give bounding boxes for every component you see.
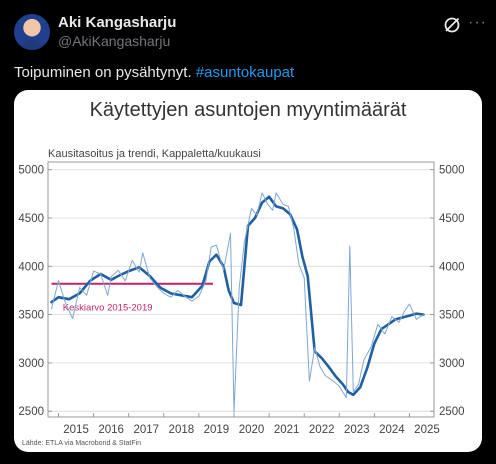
x-tick-label: 2017 [133, 424, 159, 436]
chart: Käytettyjen asuntojen myyntimäärät Kausi… [18, 99, 465, 447]
x-tick-label: 2015 [63, 424, 89, 436]
chart-subtitle: Kausitasoitus ja trendi, Kappaletta/kuuk… [48, 148, 261, 160]
author-handle[interactable]: @AkiKangasharju [58, 33, 171, 49]
more-icon[interactable]: ··· [468, 14, 487, 31]
y-tick-label-left: 2500 [18, 406, 44, 418]
x-tick-label: 2024 [379, 424, 405, 436]
y-tick-label-left: 4500 [18, 213, 44, 225]
x-tick-label: 2022 [309, 424, 335, 436]
y-tick-label-left: 5000 [18, 165, 44, 177]
seasonally-adjusted-series-line [51, 192, 424, 413]
x-tick-label: 2019 [204, 424, 230, 436]
tweet-text: Toipuminen on pysähtynyt. #asuntokaupat [14, 64, 294, 81]
author-name[interactable]: Aki Kangasharju [58, 14, 177, 31]
mean-line-label: Keskiarvo 2015-2019 [63, 303, 153, 314]
x-tick-label: 2023 [344, 424, 370, 436]
chart-source: Lähde: ETLA via Macrobond & StatFin [22, 440, 141, 447]
y-tick-label-left: 3000 [18, 358, 44, 370]
y-tick-label-right: 4000 [439, 261, 465, 273]
x-tick-label: 2018 [169, 424, 195, 436]
tweet-media[interactable]: Käytettyjen asuntojen myyntimäärät Kausi… [14, 90, 482, 452]
y-tick-label-left: 3500 [18, 310, 44, 322]
plot-frame [47, 161, 435, 418]
x-tick-label: 2021 [274, 424, 300, 436]
chart-title: Käytettyjen asuntojen myyntimäärät [90, 99, 407, 121]
tweet-body: Toipuminen on pysähtynyt. [14, 64, 192, 81]
avatar[interactable] [14, 14, 50, 50]
y-tick-label-right: 5000 [439, 165, 465, 177]
y-tick-label-right: 3000 [439, 358, 465, 370]
grok-icon[interactable] [442, 15, 462, 35]
y-tick-label-right: 3500 [439, 310, 465, 322]
x-tick-label: 2025 [414, 424, 440, 436]
y-tick-label-left: 4000 [18, 261, 44, 273]
x-tick-label: 2020 [239, 424, 265, 436]
y-tick-label-right: 2500 [439, 406, 465, 418]
hashtag-link[interactable]: #asuntokaupat [195, 64, 295, 81]
x-tick-label: 2016 [98, 424, 124, 436]
y-tick-label-right: 4500 [439, 213, 465, 225]
